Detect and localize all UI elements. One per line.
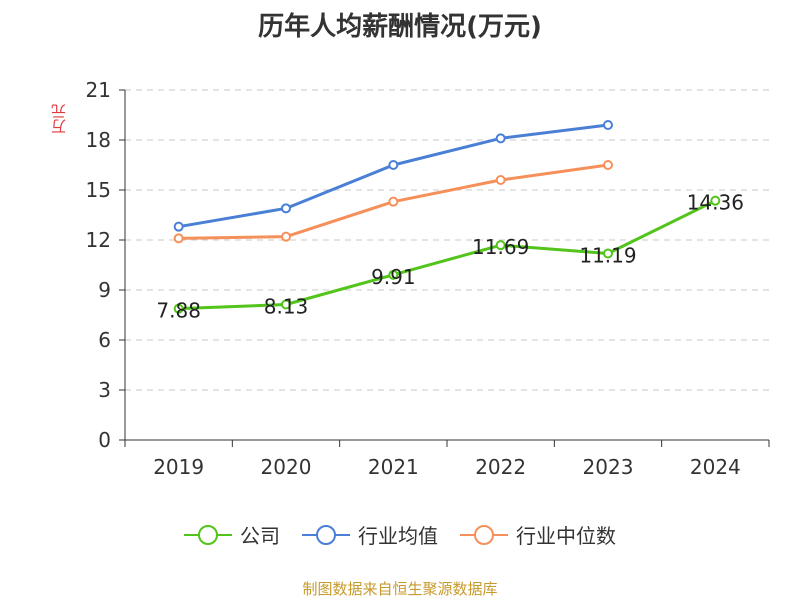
data-point	[173, 221, 184, 232]
series-0	[173, 195, 721, 314]
data-label: 7.88	[156, 299, 201, 323]
data-label: 14.36	[687, 191, 744, 215]
grid-layer	[125, 89, 769, 391]
data-label: 11.69	[472, 235, 529, 259]
axis-layer: 0 3 6 9 12 15 18 21 2019 2020 2021 2022 2023 2024	[86, 78, 770, 479]
legend-item-industry-mean[interactable]: 行业均值	[302, 520, 438, 549]
legend-label-industry-median: 行业中位数	[516, 524, 616, 548]
legend-label-industry-mean: 行业均值	[358, 524, 438, 548]
x-tick-label: 2019	[153, 455, 204, 479]
x-tick-label: 2024	[690, 455, 741, 479]
y-tick-label: 0	[98, 428, 111, 452]
y-tick-label: 3	[98, 378, 111, 402]
source-note: 制图数据来自恒生聚源数据库	[302, 580, 498, 598]
legend-line-marker-icon	[184, 524, 232, 545]
data-point	[388, 160, 399, 170]
y-tick-label: 9	[98, 278, 111, 302]
x-tick-label: 2023	[583, 455, 634, 479]
x-tick-label: 2021	[368, 455, 419, 479]
data-point	[603, 248, 613, 259]
data-label-layer: 7.88 8.13 9.91 11.69 11.19 14.36	[156, 191, 744, 323]
data-label: 8.13	[264, 295, 309, 319]
data-point	[281, 299, 291, 310]
legend-line-marker-icon	[302, 524, 350, 545]
y-tick-label: 12	[86, 228, 111, 252]
data-label: 11.19	[579, 244, 636, 268]
y-tick-label: 6	[98, 328, 111, 352]
data-point	[388, 269, 399, 280]
y-tick-label: 15	[86, 178, 111, 202]
data-point	[495, 133, 506, 144]
series-layer	[173, 120, 721, 314]
data-point	[173, 233, 184, 244]
data-point	[281, 203, 291, 214]
x-tick-label: 2022	[475, 455, 526, 479]
series-2	[173, 160, 613, 244]
legend: 公司 行业均值 行业中位数	[0, 520, 800, 549]
y-tick-label: 21	[86, 78, 111, 102]
data-point	[710, 195, 721, 206]
legend-item-company[interactable]: 公司	[184, 520, 280, 549]
legend-line-marker-icon	[460, 524, 508, 545]
data-point	[495, 175, 506, 185]
x-tick-label: 2020	[261, 455, 312, 479]
data-point	[388, 196, 399, 207]
data-point	[281, 231, 291, 242]
data-point	[495, 240, 506, 251]
data-point	[603, 160, 613, 170]
data-point	[173, 303, 184, 314]
y-tick-label: 18	[86, 128, 111, 152]
chart-title: 历年人均薪酬情况(万元)	[258, 12, 542, 42]
series-line	[178, 199, 716, 311]
data-point	[603, 120, 613, 130]
legend-item-industry-median[interactable]: 行业中位数	[460, 520, 616, 549]
series-1	[173, 120, 613, 232]
data-label: 9.91	[371, 265, 416, 289]
legend-label-company: 公司	[240, 524, 280, 548]
